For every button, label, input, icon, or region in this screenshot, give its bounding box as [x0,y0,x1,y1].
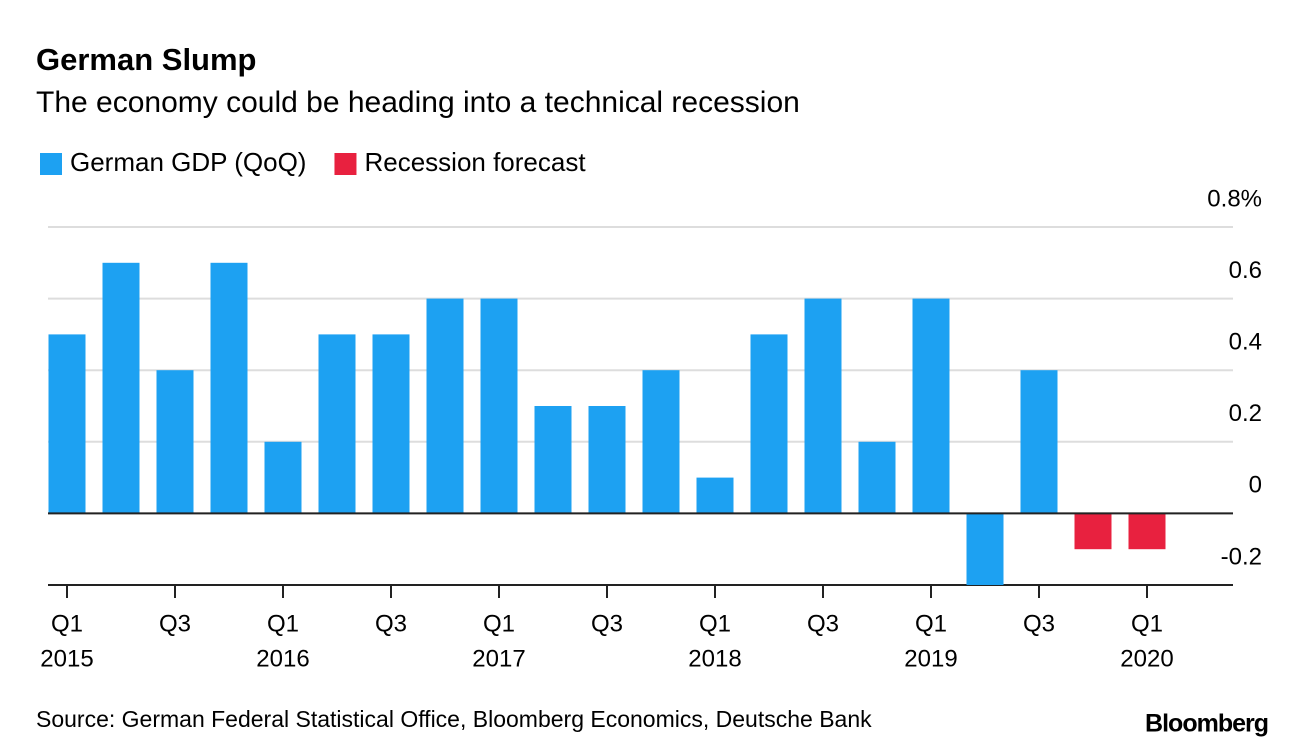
x-tick-label: Q3 [591,610,623,637]
x-tick-label: Q3 [159,610,191,637]
bar [264,441,302,514]
legend-label: German GDP (QoQ) [70,147,306,177]
bar [642,370,680,514]
y-tick-label: 0.4 [1229,329,1262,356]
bar [210,262,248,514]
x-tick-label: Q1 [1131,610,1163,637]
y-tick-label: 0.2 [1229,400,1262,427]
chart-subtitle: The economy could be heading into a tech… [36,86,800,119]
y-tick-label: 0.6 [1229,257,1262,284]
x-year-label: 2016 [256,645,309,672]
x-tick-label: Q1 [267,610,299,637]
bar [480,298,518,514]
x-year-label: 2018 [688,645,741,672]
bar [318,334,356,514]
x-tick-label: Q3 [1023,610,1055,637]
y-tick-label: 0.8% [1207,185,1262,212]
y-tick-label: 0 [1249,472,1262,499]
bar [102,262,140,514]
bar [534,406,572,514]
x-tick-label: Q3 [375,610,407,637]
legend-label: Recession forecast [364,147,586,177]
x-year-label: 2017 [472,645,525,672]
bar [426,298,464,514]
legend: German GDP (QoQ) Recession forecast [40,147,586,177]
bar [696,477,734,514]
bar [48,334,86,514]
source: Source: German Federal Statistical Offic… [36,706,872,732]
bar [588,406,626,514]
bar [858,441,896,514]
x-tick-label: Q3 [807,610,839,637]
bar [1074,513,1112,550]
x-year-label: 2019 [904,645,957,672]
x-tick-label: Q1 [915,610,947,637]
bar [966,513,1004,585]
chart-title: German Slump [36,42,257,77]
bar [912,298,950,514]
x-tick-label: Q1 [483,610,515,637]
bar [156,370,194,514]
x-year-label: 2015 [40,645,93,672]
x-year-label: 2020 [1120,645,1173,672]
brand: Bloomberg [1145,710,1268,738]
y-tick-label: -0.2 [1221,543,1262,570]
legend-swatch [40,153,62,175]
x-tick-label: Q1 [51,610,83,637]
legend-swatch [334,153,357,175]
bar [372,334,410,514]
bar [750,334,788,514]
bar [1128,513,1166,550]
x-tick-label: Q1 [699,610,731,637]
bar [804,298,842,514]
bar [1020,370,1058,514]
